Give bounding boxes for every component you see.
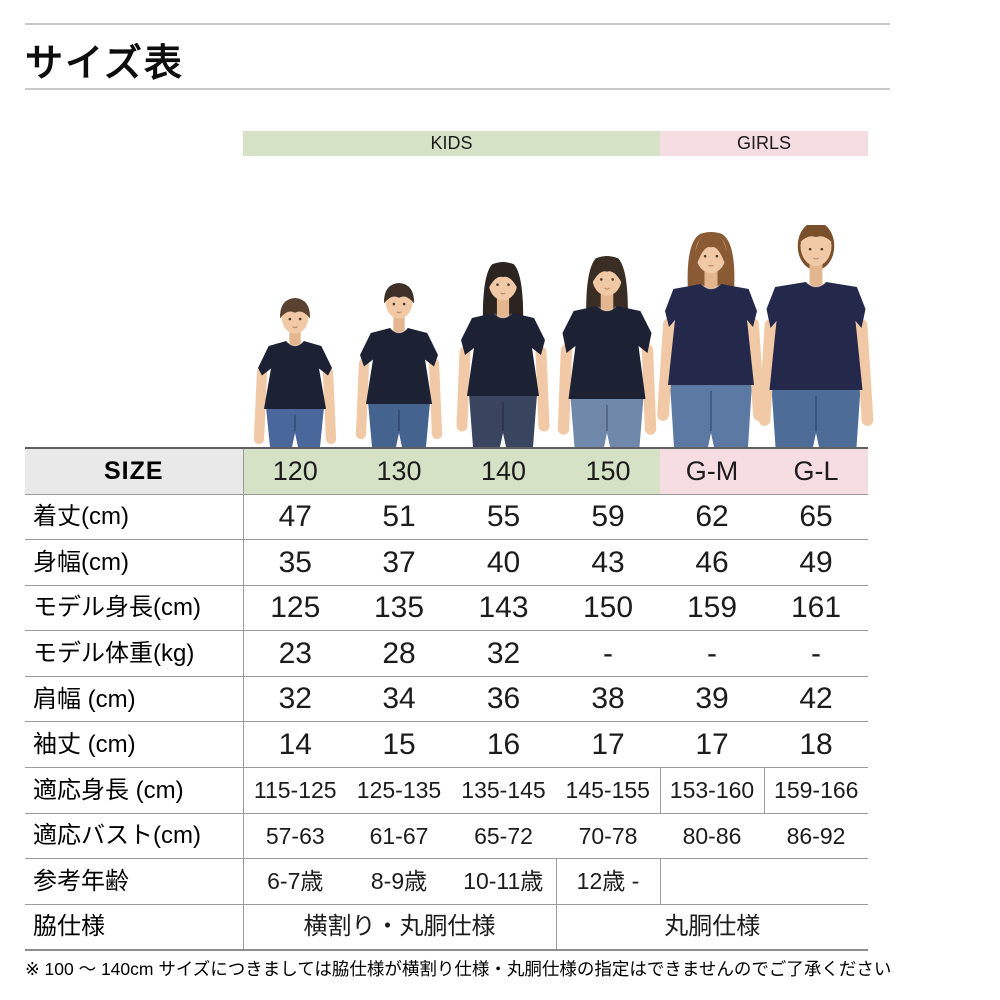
table-cell: 38 [556,676,660,723]
table-cell: 57-63 [243,813,347,860]
table-cell: 65 [764,494,868,541]
table-cell: 143 [451,585,556,632]
row-label: 脇仕様 [25,904,244,951]
table-row: 適応バスト(cm) 57-63 61-67 65-72 70-78 80-86 86-92 [25,813,868,860]
table-cell: 65-72 [451,813,556,860]
table-cell: - [556,630,660,677]
table-cell: 36 [451,676,556,723]
table-row: モデル体重(kg) 23 28 32- - - [25,630,868,677]
table-cell: 39 [660,676,764,723]
table-cell: 61-67 [347,813,451,860]
row-label: モデル体重(kg) [25,630,244,677]
title-divider-top [25,23,890,25]
table-cell: 40 [451,539,556,586]
row-label: 適応バスト(cm) [25,813,244,860]
table-cell: 16 [451,721,556,769]
table-row: 着丈(cm) 47 51 55 59 62 65 [25,494,868,541]
table-cell: 125-135 [347,767,451,814]
table-cell: - [764,630,868,677]
row-label: 着丈(cm) [25,494,244,541]
table-cell: 17 [660,721,764,769]
table-cell: 161 [764,585,868,632]
table-cell: 28 [347,630,451,677]
row-label: 身幅(cm) [25,539,244,586]
row-label: 袖丈 (cm) [25,721,244,769]
footnote: ※ 100 ～ 140cm サイズにつきましては脇仕様が横割り仕様・丸胴仕様の指… [25,959,892,979]
table-cell: 23 [243,630,347,677]
table-cell: 80-86 [660,813,764,860]
table-cell: 8-9歳 [347,858,451,905]
model-photo-kids-150 [557,256,657,447]
table-cell: 14 [243,721,347,769]
table-cell: 59 [556,494,660,541]
size-header-label: SIZE [25,448,244,495]
model-photo-kids-140 [456,262,550,447]
table-cell: 135 [347,585,451,632]
table-cell: 145-155 [556,767,660,814]
table-cell: 62 [660,494,764,541]
table-cell: 46 [660,539,764,586]
kids-band: KIDS [243,131,660,156]
row-label: 参考年齢 [25,858,244,905]
size-column-header-130: 130 [347,448,451,495]
girls-band: GIRLS [660,131,868,156]
model-photo-kids-130 [355,283,443,447]
table-cell: 135-145 [451,767,556,814]
table-cell: 115-125 [243,767,347,814]
size-table: SIZE 120 130 140 150 G-M G-L 着丈(cm) 47 51 55 59 62 65… [25,447,868,951]
size-column-header-150: 150 [556,448,660,495]
table-cell: 49 [764,539,868,586]
table-header-row: SIZE 120 130 140 150 G-M G-L [25,448,868,495]
table-cell: 6-7歳 [243,858,347,905]
table-cell: 37 [347,539,451,586]
table-cell: 70-78 [556,813,660,860]
table-cell: 55 [451,494,556,541]
table-row: 肩幅 (cm) 32 34 36 38 39 42 [25,676,868,723]
table-cell: 51 [347,494,451,541]
table-cell: 86-92 [764,813,868,860]
table-cell: 43 [556,539,660,586]
page-title: サイズ表 [25,43,184,85]
table-row: 適応身長 (cm) 115-125 125-135 135-145 145-155 153… [25,767,868,814]
row-label: 適応身長 (cm) [25,767,244,814]
table-cell: 159-166 [763,767,868,814]
size-column-header-G-M: G-M [660,448,764,495]
table-cell [660,858,868,905]
table-cell: 12歳 - [555,858,661,905]
model-photo-girls-gl [758,225,874,447]
table-row: 参考年齢 6-7歳 8-9歳 10-11歳 12歳 - [25,858,868,905]
table-cell: 32 [451,630,556,677]
table-cell: 125 [243,585,347,632]
table-cell: 150 [556,585,660,632]
size-column-header-120: 120 [243,448,347,495]
table-row: 身幅(cm) 35 37 40 43 46 49 [25,539,868,586]
table-cell: 32 [243,676,347,723]
table-cell: 159 [660,585,764,632]
size-column-header-G-L: G-L [764,448,868,495]
table-cell: 丸胴仕様 [555,904,868,951]
table-cell: 15 [347,721,451,769]
row-label: 肩幅 (cm) [25,676,244,723]
model-photo-girls-gm [657,232,765,447]
row-label: モデル身長(cm) [25,585,244,632]
table-row: 脇仕様 横割り・丸胴仕様 丸胴仕様 [25,904,868,951]
table-cell: 42 [764,676,868,723]
table-cell: - [660,630,764,677]
table-cell: 47 [243,494,347,541]
table-cell: 35 [243,539,347,586]
table-row: 袖丈 (cm) 14 15 16 17 17 18 [25,721,868,769]
title-divider-bottom [25,88,890,90]
table-cell: 17 [556,721,660,769]
size-column-header-140: 140 [451,448,556,495]
table-cell: 横割り・丸胴仕様 [243,904,556,951]
table-row: モデル身長(cm) 125 135 143 150 159 161 [25,585,868,632]
model-photo-kids-120 [253,298,337,447]
table-cell: 18 [764,721,868,769]
table-cell: 10-11歳 [451,858,556,905]
table-cell: 34 [347,676,451,723]
table-cell: 153-160 [659,767,764,814]
